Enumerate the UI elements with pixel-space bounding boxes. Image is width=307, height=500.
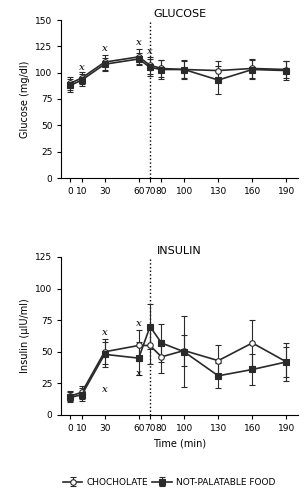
Text: x: x (102, 328, 107, 336)
Title: INSULIN: INSULIN (157, 246, 202, 256)
Y-axis label: Glucose (mg/dl): Glucose (mg/dl) (20, 60, 29, 138)
Text: x: x (102, 384, 107, 394)
Text: x: x (147, 47, 153, 56)
Text: x: x (102, 44, 107, 52)
Text: x: x (136, 38, 142, 48)
Title: GLUCOSE: GLUCOSE (153, 9, 206, 19)
Text: x: x (136, 370, 142, 378)
Y-axis label: Insulin (μIU/ml): Insulin (μIU/ml) (20, 298, 29, 374)
Legend: CHOCHOLATE, NOT-PALATABLE FOOD: CHOCHOLATE, NOT-PALATABLE FOOD (59, 474, 279, 490)
X-axis label: Time (min): Time (min) (153, 438, 206, 448)
Text: x: x (79, 62, 85, 72)
Text: x: x (136, 319, 142, 328)
